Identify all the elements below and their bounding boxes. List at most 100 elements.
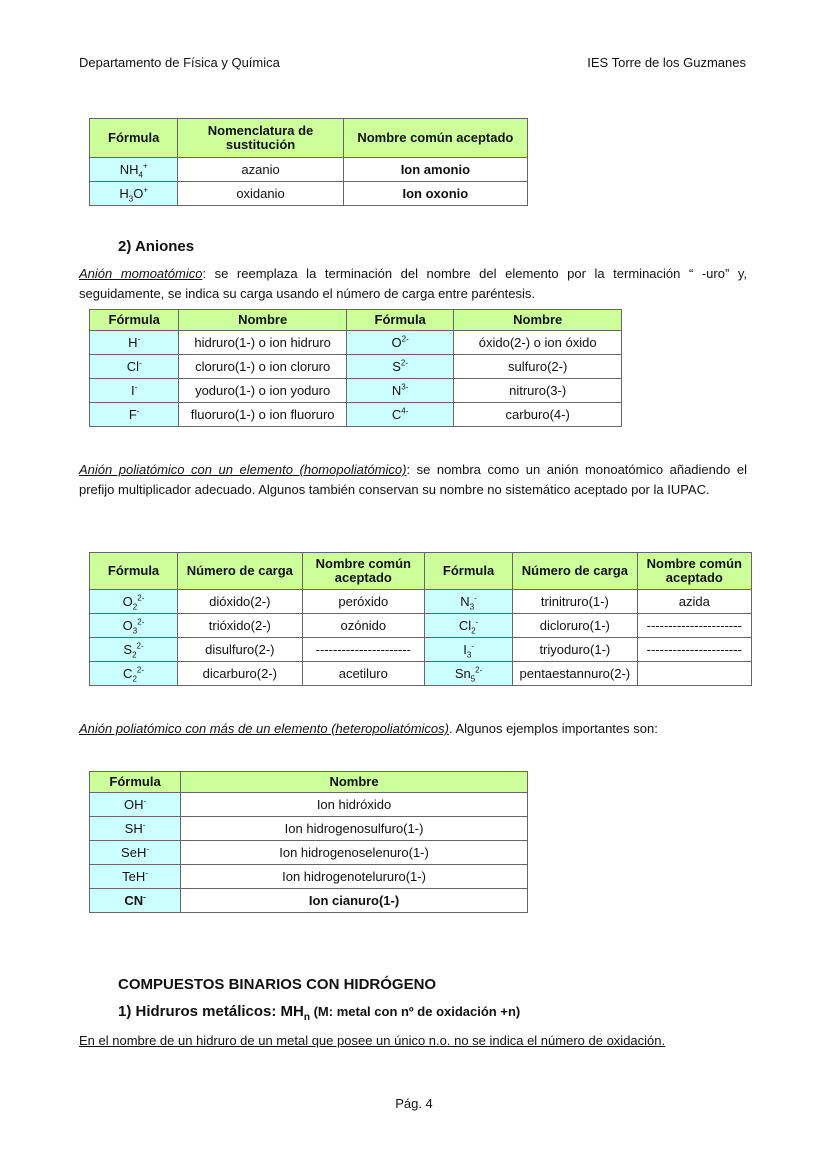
header-row: Fórmula Nomenclatura de sustitución Nombre… <box>88 118 529 158</box>
formula-symbol: H <box>128 334 138 350</box>
name-cell: trióxido(2-) <box>177 613 303 638</box>
header-right: IES Torre de los Guzmanes <box>587 55 746 70</box>
column-header: Nombre <box>453 309 622 331</box>
formula-symbol: OH <box>123 796 144 812</box>
formula-cell: I- <box>88 378 180 403</box>
table-row: O32- trióxido(2-) ozónido Cl2- dicloruro(1-)… <box>88 613 753 638</box>
name-cell: Ion amonio <box>342 157 529 182</box>
hetero-text: . Algunos ejemplos importantes son: <box>448 721 658 736</box>
formula-sub: 2 <box>132 674 137 684</box>
name-cell: nitruro(3-) <box>453 378 622 403</box>
formula-sup: - <box>474 593 477 603</box>
formula-cell: OH- <box>88 792 182 817</box>
formula-symbol: C <box>391 406 402 422</box>
formula-symbol: Cl <box>458 617 472 633</box>
column-header: Fórmula <box>88 552 179 590</box>
name-cell: Ion hidrogenotelururo(1-) <box>180 864 528 889</box>
formula-symbol: N <box>460 593 470 609</box>
mono-text: : se reemplaza la terminación del nombre… <box>79 266 747 301</box>
formula-cell: TeH- <box>88 864 182 889</box>
name-cell: carburo(4-) <box>453 402 622 427</box>
table-row: C22- dicarburo(2-) acetiluro Sn52- pentaesta… <box>88 661 753 686</box>
formula-sup: + <box>142 161 148 171</box>
name-cell: peróxido <box>301 589 426 614</box>
formula-sub: 3 <box>132 626 138 636</box>
column-header: Nombre <box>180 771 528 793</box>
formula-sup: + <box>143 185 148 195</box>
name-cell: Ion oxonio <box>342 181 529 206</box>
name-cell: Ion hidróxido <box>180 792 528 817</box>
formula-cell: O32- <box>88 613 179 638</box>
formula-symbol: N <box>391 382 402 398</box>
name-cell <box>636 661 753 686</box>
table-row: F-fluoruro(1-) o ion fluoruro C4- carburo(… <box>88 402 622 427</box>
formula-sub: 3 <box>128 194 134 204</box>
homopolyatomic-table: Fórmula Número de carga Nombre común acept… <box>88 552 753 686</box>
formula-sup: - <box>138 358 142 368</box>
formula-sup: - <box>134 382 138 392</box>
name-cell: dióxido(2-) <box>177 589 303 614</box>
formula-sup: 2- <box>137 617 145 627</box>
table-row: NH4+ azanio Ion amonio <box>88 157 529 182</box>
column-header: Número de carga <box>177 552 303 590</box>
formula-sup: 3- <box>401 382 409 392</box>
name-cell: dicloruro(1-) <box>512 613 638 638</box>
formula-sup: 2- <box>137 593 145 603</box>
aniones-heading: 2) Aniones <box>118 238 195 255</box>
formula-symbol: I <box>463 641 467 657</box>
formula-sup: - <box>142 820 146 830</box>
name-cell: azanio <box>177 157 344 182</box>
name-cell: acetiluro <box>301 661 426 686</box>
formula-cell: SeH- <box>88 840 182 865</box>
formula-sub: 3 <box>469 602 475 612</box>
name-cell: Ion hidrogenoselenuro(1-) <box>180 840 528 865</box>
table-row: S22- disulfuro(2-) ---------------------- I… <box>88 637 753 662</box>
formula-sup: - <box>143 892 146 902</box>
column-header: Fórmula <box>424 552 514 590</box>
formula-sub: 2 <box>132 650 137 660</box>
header-row: Fórmula Número de carga Nombre común acept… <box>88 552 753 590</box>
formula-cell: Sn52- <box>424 661 514 686</box>
formula-sub: 2 <box>471 626 476 636</box>
formula-cell: NH4+ <box>88 157 179 182</box>
table-row: TeH- Ion hidrogenotelururo(1-) <box>88 864 528 889</box>
homo-paragraph: Anión poliatómico con un elemento (homop… <box>79 460 747 500</box>
name-cell: azida <box>636 589 753 614</box>
formula-cell: H- <box>88 330 180 355</box>
name-cell: dicarburo(2-) <box>177 661 303 686</box>
name-cell: triyoduro(1-) <box>512 637 638 662</box>
formula-sup: 2- <box>136 641 144 651</box>
formula-cell: O22- <box>88 589 179 614</box>
formula-sup: - <box>143 796 147 806</box>
table-row: H-hidruro(1-) o ion hidruro O2- óxido(2-) … <box>88 330 622 355</box>
formula-sup: - <box>471 641 474 651</box>
formula-sup: 2- <box>401 334 409 344</box>
hidruros-desc: (M: metal con nº de oxidación +n) <box>309 1004 521 1019</box>
formula-sup: - <box>137 334 141 344</box>
name-cell: fluoruro(1-) o ion fluoruro <box>178 402 347 427</box>
formula-sub: 2 <box>132 602 138 612</box>
formula-cell: C4- <box>345 402 455 427</box>
name-cell: pentaestannuro(2-) <box>512 661 638 686</box>
formula-symbol: Sn <box>454 665 471 681</box>
table-row: O22- dióxido(2-) peróxido N3- trinitruro(1-)… <box>88 589 753 614</box>
formula-sup: - <box>475 617 479 627</box>
formula-symbol: O <box>133 185 144 201</box>
name-cell: ---------------------- <box>636 637 753 662</box>
hetero-paragraph: Anión poliatómico con más de un elemento… <box>79 719 747 739</box>
formula-cell: I3- <box>424 637 514 662</box>
column-header: Fórmula <box>88 118 179 158</box>
formula-symbol: O <box>391 334 402 350</box>
formula-sub: 5 <box>470 674 476 684</box>
formula-cell: S22- <box>88 637 179 662</box>
formula-sup: - <box>136 406 140 416</box>
formula-sub: 3 <box>466 650 472 660</box>
column-header: Fórmula <box>88 309 180 331</box>
column-header: Fórmula <box>88 771 182 793</box>
formula-sup: 2- <box>136 665 145 675</box>
formula-sup: 2- <box>475 665 483 675</box>
formula-symbol: S <box>392 358 401 374</box>
name-cell: ---------------------- <box>636 613 753 638</box>
formula-sub: 4 <box>138 170 143 180</box>
formula-symbol: NH <box>119 161 139 177</box>
